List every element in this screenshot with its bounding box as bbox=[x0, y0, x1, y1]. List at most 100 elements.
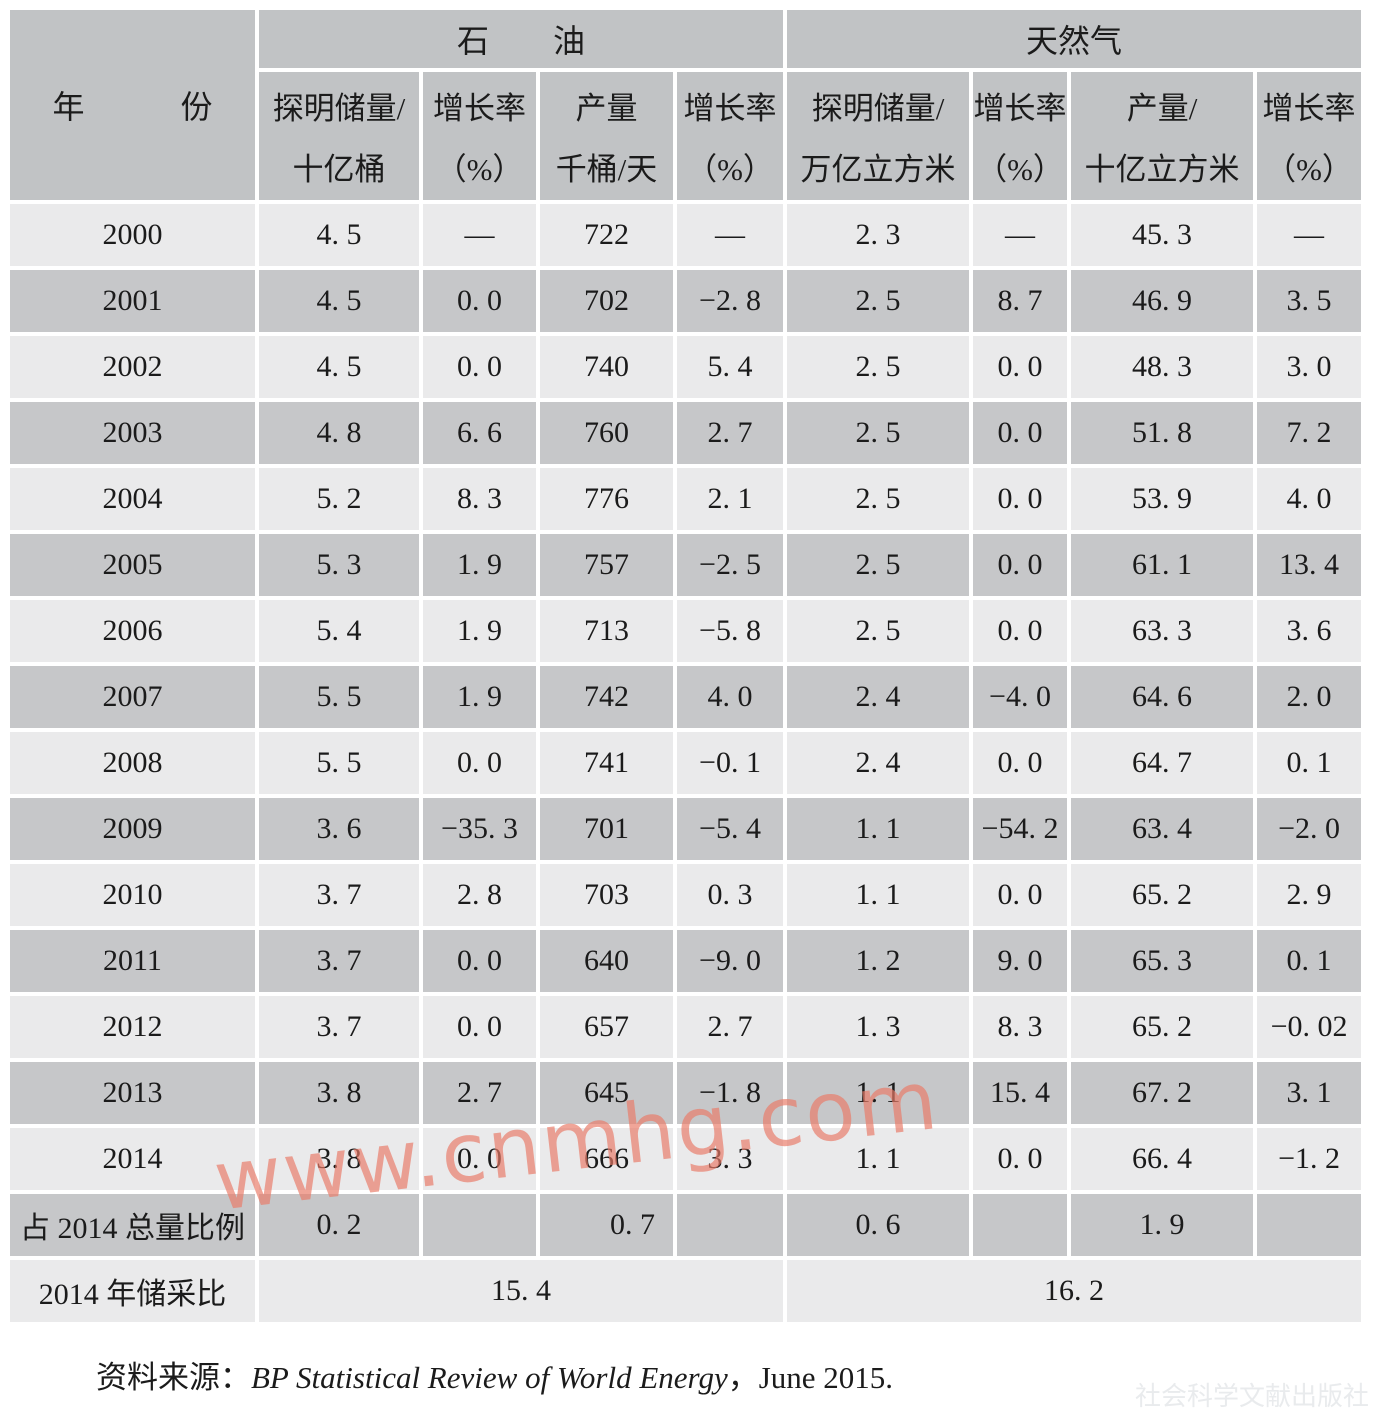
year-cell: 2000 bbox=[10, 204, 255, 266]
oil-production-cell: 640 bbox=[540, 930, 673, 992]
gas-production-cell: 51. 8 bbox=[1071, 402, 1254, 464]
table-row-2008: 2008 5. 5 0. 0 741 −0. 1 2. 4 0. 0 64. 7 0. 1 bbox=[10, 732, 1362, 794]
oil-reserves-cell: 3. 7 bbox=[259, 930, 419, 992]
oil-production-growth-cell: 2. 7 bbox=[677, 402, 784, 464]
oil-reserves-cell: 5. 3 bbox=[259, 534, 419, 596]
gas-production-cell: 64. 6 bbox=[1071, 666, 1254, 728]
gas-production-cell: 66. 4 bbox=[1071, 1128, 1254, 1190]
gas-reserves-growth-cell: 0. 0 bbox=[973, 468, 1068, 530]
table-row-2012: 2012 3. 7 0. 0 657 2. 7 1. 3 8. 3 65. 2 −0. 02 bbox=[10, 996, 1362, 1058]
gas-reserves-cell: 2. 4 bbox=[787, 666, 970, 728]
table-row-2014: 2014 3. 8 0. 0 666 3. 3 1. 1 0. 0 66. 4 −1. 2 bbox=[10, 1128, 1362, 1190]
oil-reserves-growth-cell: 0. 0 bbox=[423, 732, 536, 794]
gas-production-cell: 46. 9 bbox=[1071, 270, 1254, 332]
gas-production-growth-header: 增长率 （%） bbox=[1257, 72, 1362, 200]
oil-production-growth-cell: −2. 8 bbox=[677, 270, 784, 332]
gas-production-growth-cell: 0. 1 bbox=[1257, 930, 1362, 992]
oil-production-cell: 645 bbox=[540, 1062, 673, 1124]
gas-production-cell: 53. 9 bbox=[1071, 468, 1254, 530]
year-column-header: 年 份 bbox=[10, 10, 255, 200]
oil-reserves-growth-cell: 0. 0 bbox=[423, 1128, 536, 1190]
gas-reserves-cell: 2. 3 bbox=[787, 204, 970, 266]
header-line-1: 探明储量/ bbox=[811, 91, 945, 126]
gas-production-growth-cell: 4. 0 bbox=[1257, 468, 1362, 530]
table-body: 2000 4. 5—722—2. 3—45. 3—2001 4. 5 0. 0 702−… bbox=[10, 204, 1362, 1322]
oil-production-cell: 757 bbox=[540, 534, 673, 596]
source-note: 资料来源：BP Statistical Review of World Ener… bbox=[96, 1352, 893, 1397]
table-header: 年 份 石 油 天然气 探明储量/十亿桶 增长率 （%） 产量 千桶/天 增长率 （%） 探明… bbox=[10, 10, 1362, 200]
oil-reserves-cell: 4. 5 bbox=[259, 204, 419, 266]
oil-production-share-cell: 0. 7 bbox=[540, 1194, 673, 1256]
table-row-2013: 2013 3. 8 2. 7 645 −1. 8 1. 1 15. 4 67. 2 3. 1 bbox=[10, 1062, 1362, 1124]
table-row-2005: 2005 5. 3 1. 9 757 −2. 5 2. 5 0. 0 61. 1 13. 4 bbox=[10, 534, 1362, 596]
year-cell: 2002 bbox=[10, 336, 255, 398]
year-cell: 2007 bbox=[10, 666, 255, 728]
oil-production-growth-cell: −1. 8 bbox=[677, 1062, 784, 1124]
table-row-2001: 2001 4. 5 0. 0 702 −2. 8 2. 5 8. 7 46. 9 3. 5 bbox=[10, 270, 1362, 332]
oil-reserves-cell: 3. 6 bbox=[259, 798, 419, 860]
oil-production-cell: 741 bbox=[540, 732, 673, 794]
oil-production-growth-cell: −5. 8 bbox=[677, 600, 784, 662]
oil-reserves-growth-cell: 2. 8 bbox=[423, 864, 536, 926]
gas-production-growth-cell: 7. 2 bbox=[1257, 402, 1362, 464]
reserves-production-ratio-row: 2014 年储采比 15. 4 16. 2 bbox=[10, 1260, 1362, 1322]
gas-production-growth-cell: 3. 6 bbox=[1257, 600, 1362, 662]
oil-production-header: 产量 千桶/天 bbox=[540, 72, 673, 200]
gas-production-cell: 65. 2 bbox=[1071, 996, 1254, 1058]
oil-reserves-cell: 3. 7 bbox=[259, 996, 419, 1058]
header-line-2: （%） bbox=[435, 152, 524, 187]
header-line-1: 产量/ bbox=[1126, 91, 1198, 126]
year-cell: 2001 bbox=[10, 270, 255, 332]
table-row-2003: 2003 4. 8 6. 6 760 2. 7 2. 5 0. 0 51. 8 7. 2 bbox=[10, 402, 1362, 464]
oil-reserves-cell: 4. 5 bbox=[259, 270, 419, 332]
year-cell: 2010 bbox=[10, 864, 255, 926]
gas-production-growth-cell: −1. 2 bbox=[1257, 1128, 1362, 1190]
oil-production-growth-header: 增长率 （%） bbox=[677, 72, 784, 200]
gas-reserves-cell: 1. 3 bbox=[787, 996, 970, 1058]
table-row-2010: 2010 3. 7 2. 8 703 0. 3 1. 1 0. 0 65. 2 2. 9 bbox=[10, 864, 1362, 926]
oil-production-growth-cell: 3. 3 bbox=[677, 1128, 784, 1190]
gas-reserves-cell: 2. 4 bbox=[787, 732, 970, 794]
oil-reserves-cell: 4. 5 bbox=[259, 336, 419, 398]
gas-reserves-cell: 2. 5 bbox=[787, 600, 970, 662]
year-cell: 2008 bbox=[10, 732, 255, 794]
table-row-2009: 2009 3. 6 −35. 3 701 −5. 4 1. 1 −54. 2 63. 4 −2.… bbox=[10, 798, 1362, 860]
oil-reserves-growth-header: 增长率 （%） bbox=[423, 72, 536, 200]
gas-production-growth-cell: — bbox=[1257, 204, 1362, 266]
gas-production-share-cell: 1. 9 bbox=[1071, 1194, 1254, 1256]
source-note-prefix: 资料来源： bbox=[96, 1360, 251, 1395]
oil-production-growth-cell: 2. 7 bbox=[677, 996, 784, 1058]
year-cell: 2013 bbox=[10, 1062, 255, 1124]
year-cell: 2004 bbox=[10, 468, 255, 530]
oil-reserves-growth-cell: 8. 3 bbox=[423, 468, 536, 530]
gas-reserves-growth-cell: 0. 0 bbox=[973, 336, 1068, 398]
header-line-1: 探明储量/ bbox=[272, 91, 406, 126]
gas-reserves-growth-cell: 8. 3 bbox=[973, 996, 1068, 1058]
header-line-1: 增长率 bbox=[683, 91, 777, 126]
gas-reserves-cell: 2. 5 bbox=[787, 402, 970, 464]
header-line-1: 产量 bbox=[575, 91, 638, 126]
header-line-2: 十亿桶 bbox=[292, 152, 386, 187]
gas-production-growth-cell: −2. 0 bbox=[1257, 798, 1362, 860]
gas-reserves-growth-cell: 15. 4 bbox=[973, 1062, 1068, 1124]
header-line-1: 增长率 bbox=[973, 91, 1067, 126]
oil-reserves-growth-cell: 0. 0 bbox=[423, 930, 536, 992]
oil-production-growth-cell: — bbox=[677, 204, 784, 266]
gas-production-cell: 48. 3 bbox=[1071, 336, 1254, 398]
share-row-label: 占 2014 总量比例 bbox=[10, 1194, 255, 1256]
source-note-suffix: ，June 2015. bbox=[727, 1360, 894, 1395]
table-row-2004: 2004 5. 2 8. 3 776 2. 1 2. 5 0. 0 53. 9 4. 0 bbox=[10, 468, 1362, 530]
oil-reserves-cell: 5. 5 bbox=[259, 732, 419, 794]
gas-production-growth-cell: 3. 0 bbox=[1257, 336, 1362, 398]
gas-reserves-cell: 2. 5 bbox=[787, 270, 970, 332]
gas-reserves-growth-cell: 0. 0 bbox=[973, 600, 1068, 662]
source-note-title: BP Statistical Review of World Energy bbox=[251, 1360, 728, 1395]
ratio-row-label: 2014 年储采比 bbox=[10, 1260, 255, 1322]
oil-group-header: 石 油 bbox=[259, 10, 784, 68]
oil-reserves-growth-cell: 0. 0 bbox=[423, 336, 536, 398]
oil-production-growth-cell: 4. 0 bbox=[677, 666, 784, 728]
gas-production-growth-share-cell bbox=[1257, 1194, 1362, 1256]
oil-reserves-growth-cell: — bbox=[423, 204, 536, 266]
gas-production-cell: 65. 2 bbox=[1071, 864, 1254, 926]
